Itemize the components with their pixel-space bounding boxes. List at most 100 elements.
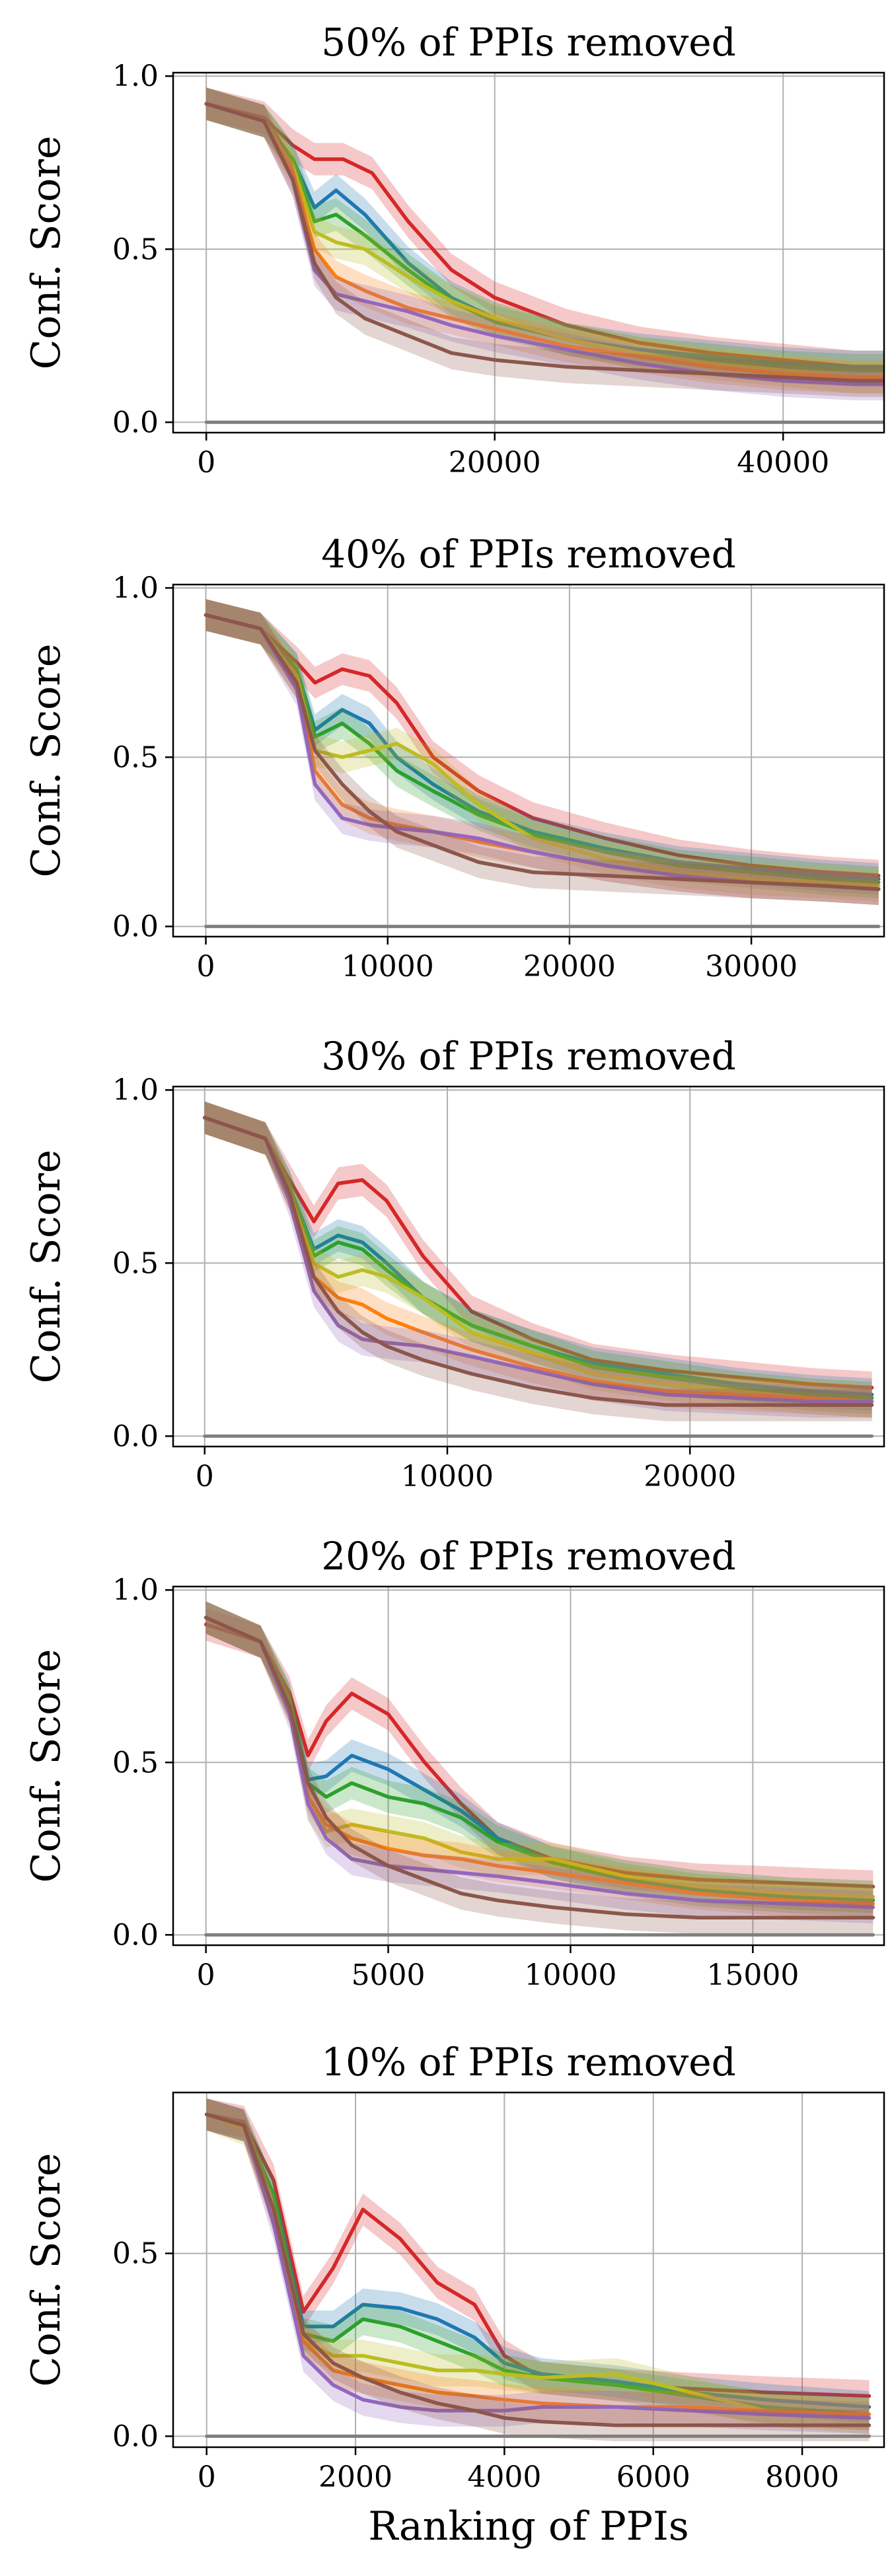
y-tick-label: 0.5 <box>112 740 159 774</box>
axes-frame <box>172 583 885 938</box>
series-line-7 <box>204 613 881 891</box>
series-band-4 <box>206 2098 870 2434</box>
plot-area <box>202 1101 874 1438</box>
y-tick-label: 0.0 <box>112 2419 159 2453</box>
series-band-5 <box>206 2098 870 2431</box>
y-tick-label: 1.0 <box>112 571 159 605</box>
series-line-7 <box>202 1116 874 1407</box>
series-band-5 <box>205 599 879 906</box>
y-tick-label: 0.0 <box>112 910 159 944</box>
plot-area <box>204 2098 872 2441</box>
x-tick-label: 0 <box>197 1958 215 1992</box>
series-band-7 <box>205 599 879 906</box>
series-line-7 <box>204 102 884 383</box>
series-line-6 <box>204 1616 875 1910</box>
plot-area <box>204 599 881 929</box>
series-line-4 <box>204 102 884 379</box>
chart-panel-4: 0 5000 10000 15000 0.0 0.5 1.0 20% of PPIs remo… <box>23 1534 885 1992</box>
x-tick-label: 20000 <box>644 1460 736 1493</box>
x-tick-label: 20000 <box>523 950 616 984</box>
series-band-6 <box>205 1601 873 1924</box>
y-tick-label: 1.0 <box>112 1573 159 1607</box>
x-tick-label: 5000 <box>352 1958 426 1992</box>
y-tick-label: 1.0 <box>112 59 159 93</box>
series-band-1 <box>204 1101 872 1404</box>
series-line-7 <box>204 2112 872 2427</box>
series-line-5 <box>204 102 884 379</box>
y-tick-label: 0.5 <box>112 1746 159 1779</box>
x-tick-label: 30000 <box>705 950 798 984</box>
x-axis-label: Ranking of PPIs <box>368 2503 688 2550</box>
x-tick-label: 0 <box>197 950 215 984</box>
axes-frame <box>172 1585 885 1947</box>
series-band-5 <box>205 1601 873 1920</box>
series-band-7 <box>206 87 884 397</box>
x-tick-label: 8000 <box>765 2460 839 2494</box>
series-band-7 <box>204 1101 872 1421</box>
x-tick-label: 0 <box>198 2460 216 2494</box>
x-tick-label: 2000 <box>318 2460 392 2494</box>
series-band-5 <box>204 1101 872 1418</box>
series-line-3 <box>204 613 881 884</box>
x-tick-label: 6000 <box>616 2460 690 2494</box>
series-line-1 <box>204 613 881 878</box>
chart-panel-2: 0 10000 20000 30000 0.0 0.5 1.0 40% of PPIs rem… <box>23 532 885 984</box>
y-tick-label: 0.5 <box>112 2237 159 2271</box>
chart-title: 10% of PPIs removed <box>321 2040 736 2085</box>
plot-area <box>204 1601 875 1937</box>
series-line-6 <box>202 1116 874 1404</box>
y-tick-label: 0.0 <box>112 1918 159 1952</box>
y-axis-label: Conf. Score <box>23 136 69 370</box>
chart-title: 50% of PPIs removed <box>321 20 736 65</box>
series-band-6 <box>205 599 879 906</box>
y-tick-label: 0.0 <box>112 1419 159 1453</box>
x-tick-label: 0 <box>197 446 215 480</box>
chart-title: 30% of PPIs removed <box>321 1034 736 1079</box>
x-tick-label: 10000 <box>342 950 434 984</box>
x-tick-label: 15000 <box>706 1958 799 1992</box>
y-tick-label: 0.5 <box>112 233 159 266</box>
series-line-3 <box>204 2112 872 2416</box>
series-line-1 <box>204 102 884 369</box>
x-tick-label: 10000 <box>524 1958 616 1992</box>
series-band-3 <box>206 87 884 387</box>
series-band-4 <box>205 1601 873 1914</box>
series-band-2 <box>205 1601 873 1914</box>
y-axis-label: Conf. Score <box>23 644 69 878</box>
series-band-1 <box>205 1608 873 1903</box>
y-tick-label: 1.0 <box>112 1073 159 1107</box>
series-line-1 <box>202 1116 874 1390</box>
series-line-7 <box>204 1616 875 1919</box>
series-band-1 <box>205 599 879 892</box>
series-band-2 <box>206 2098 870 2423</box>
plot-area <box>204 87 884 424</box>
x-tick-label: 10000 <box>401 1460 494 1493</box>
series-band-5 <box>206 87 884 394</box>
series-line-1 <box>204 1622 875 1888</box>
series-band-3 <box>206 2098 870 2431</box>
axes-frame <box>172 2091 885 2449</box>
chart-title: 40% of PPIs removed <box>321 532 736 577</box>
series-band-6 <box>206 87 884 401</box>
axes-frame <box>172 71 885 434</box>
series-band-3 <box>205 1601 873 1917</box>
series-line-6 <box>204 2112 872 2420</box>
y-axis-label: Conf. Score <box>23 1649 69 1883</box>
series-band-7 <box>205 1601 873 1934</box>
y-tick-label: 0.5 <box>112 1246 159 1280</box>
x-tick-label: 4000 <box>467 2460 541 2494</box>
chart-panel-1: 0 20000 40000 0.0 0.5 1.0 50% of PPIs removed C… <box>23 20 885 480</box>
chart-panel-3: 0 10000 20000 0.0 0.5 1.0 30% of PPIs removed C… <box>23 1034 885 1493</box>
y-axis-label: Conf. Score <box>23 1150 69 1384</box>
axes-frame <box>172 1085 885 1448</box>
x-tick-label: 40000 <box>737 446 829 480</box>
chart-panel-5: 0 2000 4000 6000 8000 0.0 0.5 10% of PPIs remov… <box>23 2040 885 2550</box>
y-axis-label: Conf. Score <box>23 2153 69 2387</box>
series-band-2 <box>206 87 884 383</box>
series-band-3 <box>204 1101 872 1415</box>
series-band-6 <box>206 2098 870 2434</box>
series-band-1 <box>206 87 884 383</box>
chart-title: 20% of PPIs removed <box>321 1534 736 1579</box>
x-tick-label: 20000 <box>449 446 541 480</box>
